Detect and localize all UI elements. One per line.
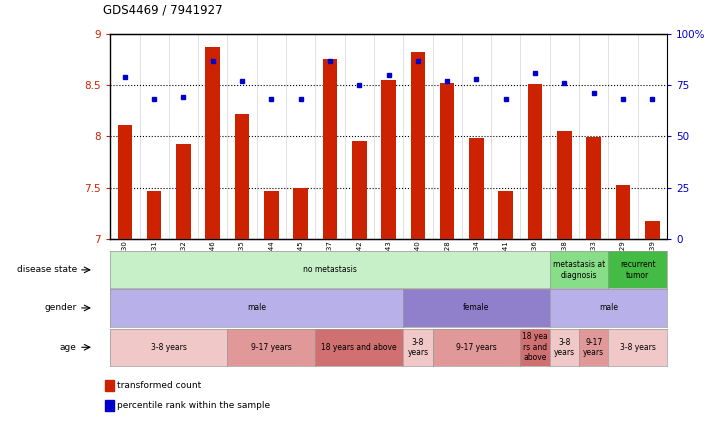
Bar bbox=[498, 191, 513, 239]
Bar bbox=[410, 52, 425, 239]
Bar bbox=[587, 137, 601, 239]
Bar bbox=[616, 184, 630, 239]
Text: no metastasis: no metastasis bbox=[303, 265, 357, 275]
Bar bbox=[528, 84, 542, 239]
Bar bbox=[117, 125, 132, 239]
Bar bbox=[469, 138, 483, 239]
Bar bbox=[440, 83, 454, 239]
Text: metastasis at
diagnosis: metastasis at diagnosis bbox=[553, 260, 605, 280]
Text: male: male bbox=[247, 303, 266, 313]
Bar bbox=[381, 80, 396, 239]
Text: 3-8 years: 3-8 years bbox=[151, 343, 187, 352]
Bar bbox=[645, 220, 660, 239]
Text: percentile rank within the sample: percentile rank within the sample bbox=[117, 401, 270, 410]
Text: female: female bbox=[464, 303, 490, 313]
Bar bbox=[352, 140, 367, 239]
Text: age: age bbox=[60, 343, 77, 352]
Bar bbox=[105, 400, 114, 411]
Bar bbox=[323, 60, 337, 239]
Bar bbox=[557, 131, 572, 239]
Bar bbox=[264, 191, 279, 239]
Text: recurrent
tumor: recurrent tumor bbox=[620, 260, 656, 280]
Bar bbox=[147, 191, 161, 239]
Bar bbox=[105, 380, 114, 391]
Text: disease state: disease state bbox=[16, 265, 77, 275]
Text: 9-17 years: 9-17 years bbox=[456, 343, 497, 352]
Text: male: male bbox=[599, 303, 618, 313]
Bar bbox=[235, 114, 250, 239]
Bar bbox=[205, 47, 220, 239]
Text: 3-8
years: 3-8 years bbox=[407, 338, 429, 357]
Text: 9-17
years: 9-17 years bbox=[583, 338, 604, 357]
Bar bbox=[294, 188, 308, 239]
Text: GDS4469 / 7941927: GDS4469 / 7941927 bbox=[103, 4, 223, 17]
Bar bbox=[176, 143, 191, 239]
Text: 18 yea
rs and
above: 18 yea rs and above bbox=[522, 332, 548, 362]
Text: 18 years and above: 18 years and above bbox=[321, 343, 397, 352]
Text: 3-8
years: 3-8 years bbox=[554, 338, 575, 357]
Text: transformed count: transformed count bbox=[117, 381, 201, 390]
Text: 9-17 years: 9-17 years bbox=[251, 343, 292, 352]
Text: gender: gender bbox=[45, 303, 77, 313]
Text: 3-8 years: 3-8 years bbox=[620, 343, 656, 352]
